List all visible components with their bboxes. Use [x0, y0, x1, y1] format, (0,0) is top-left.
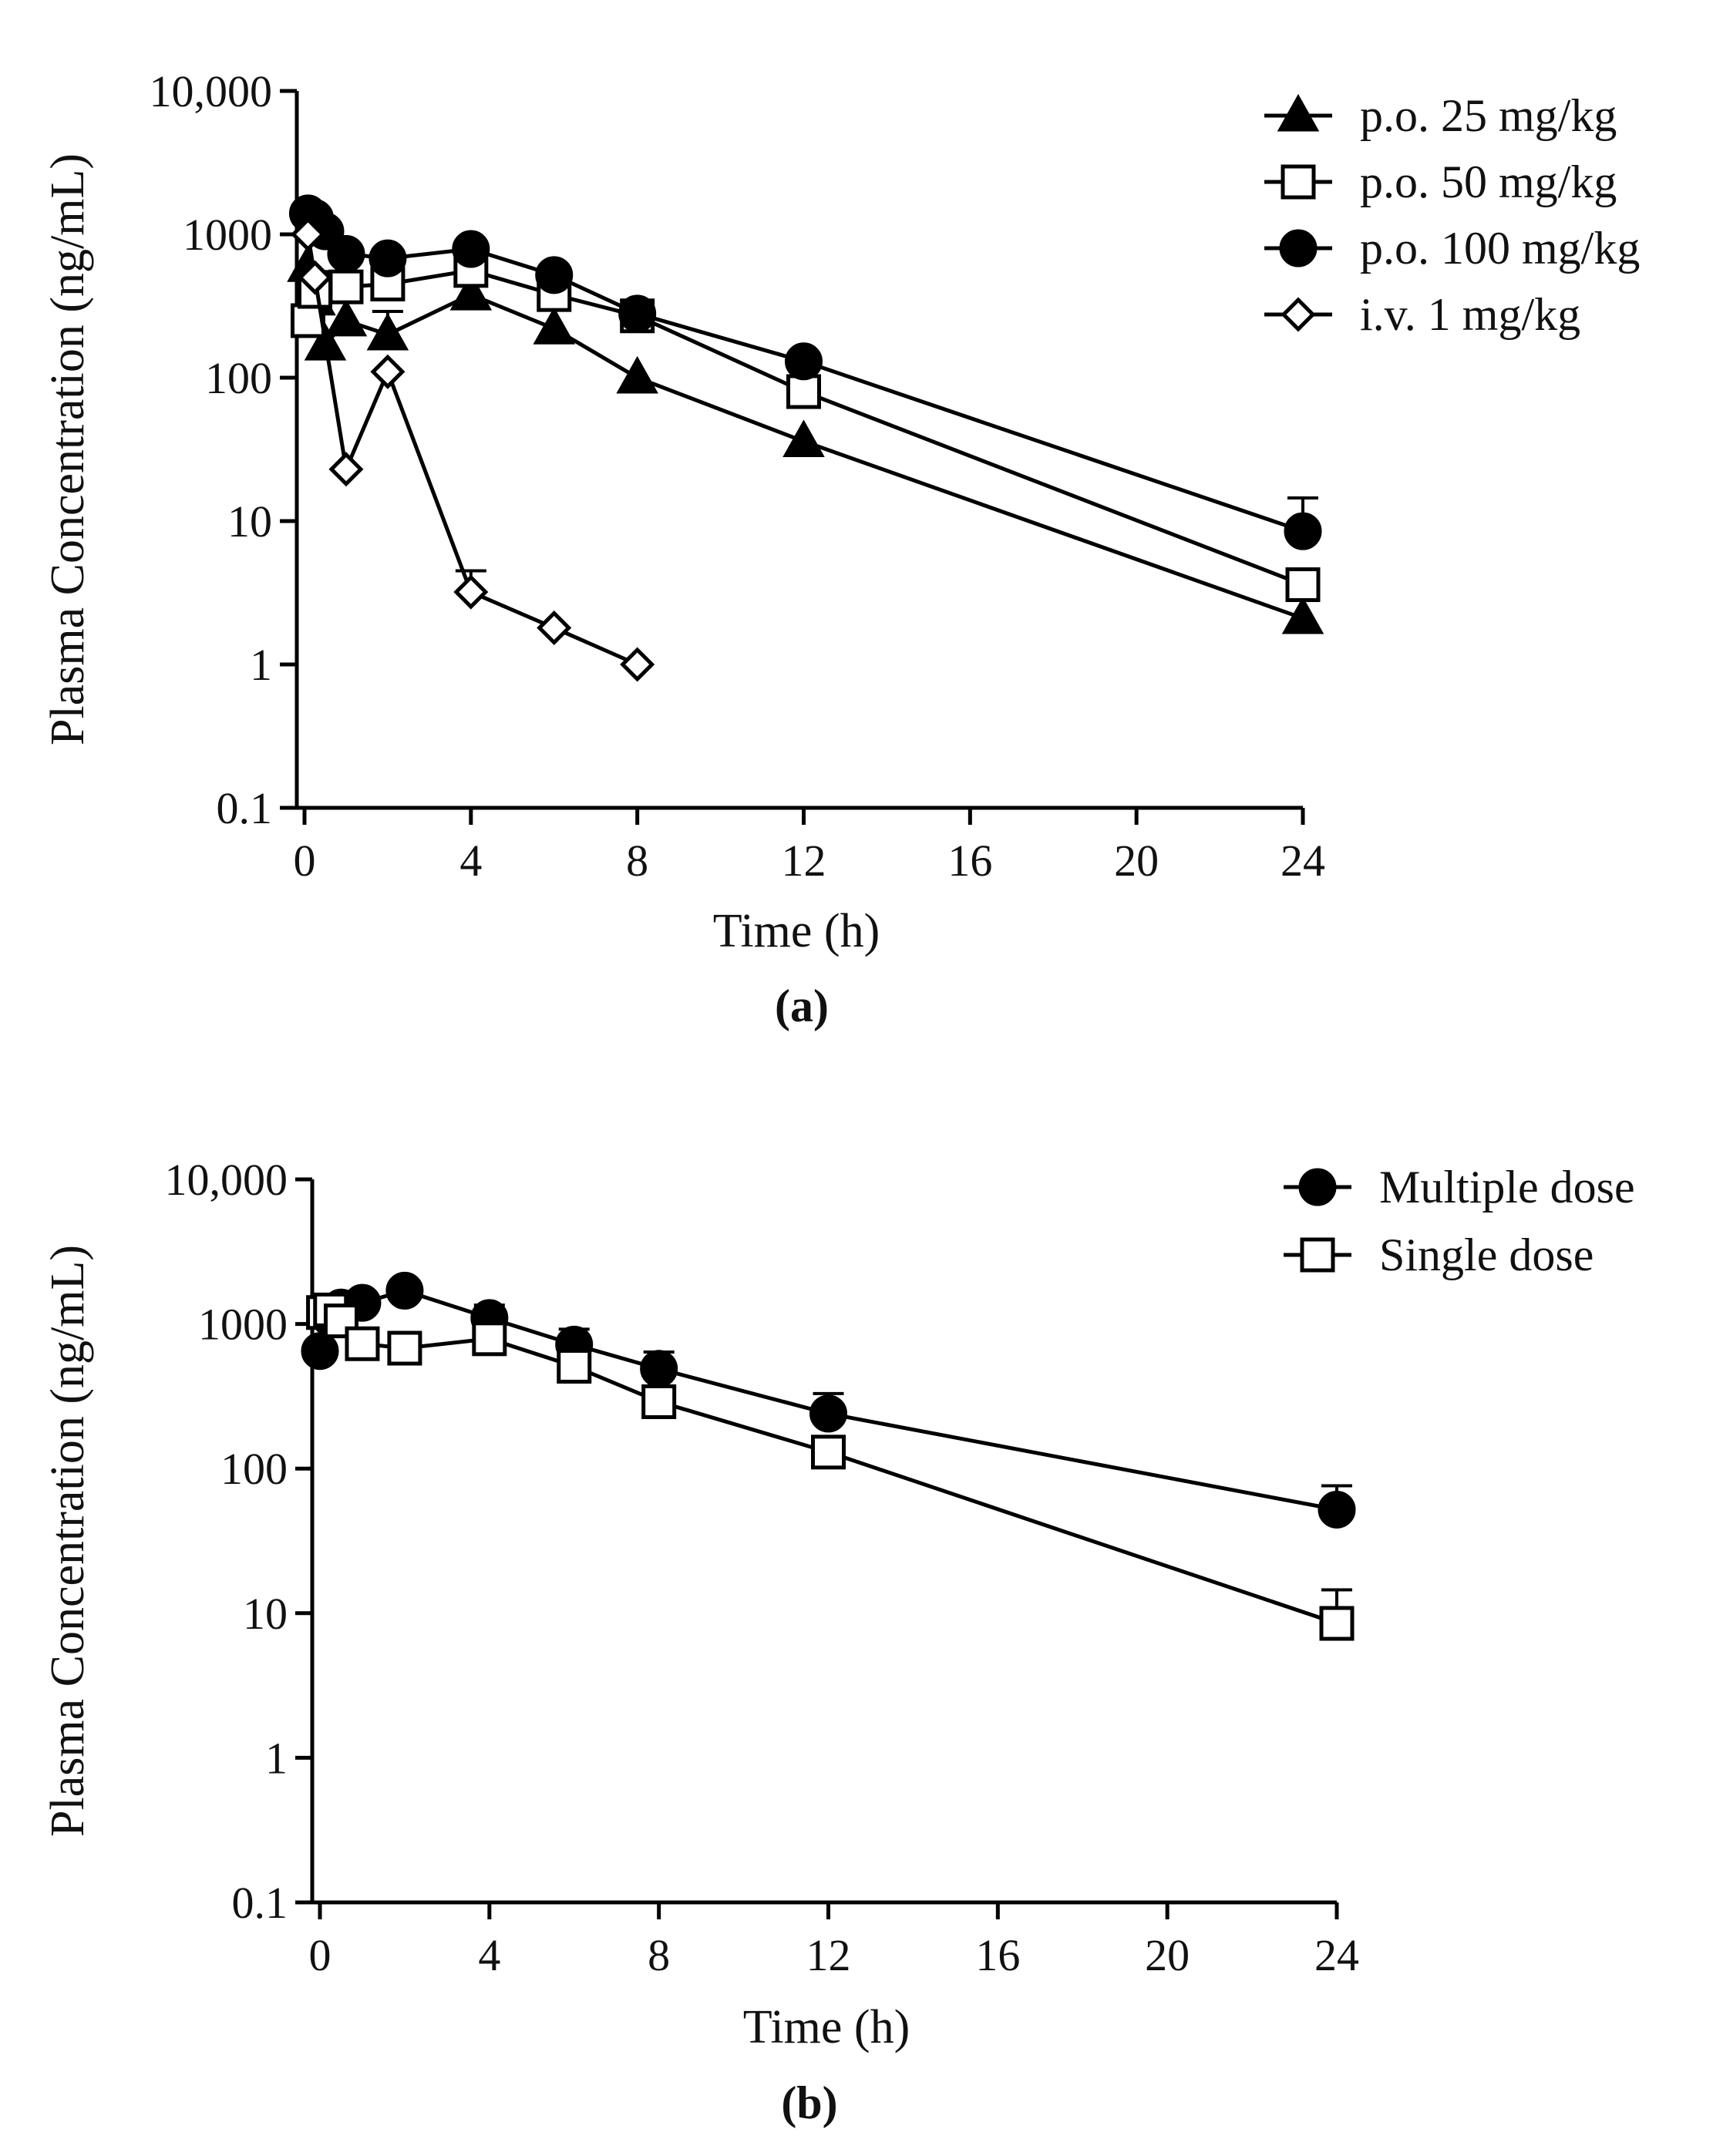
y-tick-label: 10,000: [150, 66, 273, 116]
series-single-dose: [306, 1292, 1355, 1641]
data-point: [452, 230, 490, 268]
data-point: [1284, 512, 1322, 550]
y-tick-label: 10,000: [165, 1155, 288, 1205]
data-point: [385, 1271, 424, 1310]
data-point: [786, 374, 821, 409]
legend: p.o. 25 mg/kg p.o. 50 mg/kg p.o. 100 mg/kg…: [1264, 90, 1640, 340]
y-axis-title: Plasma Concentration (ng/mL): [42, 1245, 94, 1837]
legend-label: i.v. 1 mg/kg: [1360, 289, 1580, 340]
chart-panel-b: 0.1 1 10 100 1000 10,000 0 4 8 12 16 20 24 Time (h) Pl…: [42, 1155, 1635, 2128]
data-point: [785, 342, 823, 381]
x-tick-label: 4: [478, 1930, 500, 1980]
legend-marker: [1298, 1168, 1337, 1206]
data-point: [323, 1303, 358, 1339]
legend-marker: [1279, 229, 1318, 267]
legend-label: Single dose: [1379, 1229, 1594, 1280]
data-point: [370, 354, 406, 389]
data-point: [616, 355, 658, 394]
data-point: [1319, 1606, 1355, 1641]
data-point: [327, 234, 365, 273]
data-point: [811, 1435, 846, 1470]
series-multiple-dose: [301, 1271, 1356, 1529]
legend: Multiple dose Single dose: [1284, 1162, 1635, 1280]
legend-marker: [1277, 93, 1320, 132]
data-point: [328, 269, 364, 304]
legend-marker: [1281, 297, 1316, 332]
data-point: [809, 1394, 847, 1433]
x-tick-label: 24: [1314, 1930, 1359, 1980]
chart-panel-a: 0.1 1 10 100 1000 10,000 0 4 8 12 16 20 24 Time (h) Pl…: [42, 66, 1640, 1031]
y-tick-label: 10: [227, 496, 272, 547]
y-axis-title: Plasma Concentration (ng/mL): [42, 153, 94, 745]
x-tick-label: 16: [975, 1930, 1020, 1980]
data-point: [290, 217, 326, 252]
x-tick-label: 12: [782, 836, 826, 886]
legend-label: p.o. 25 mg/kg: [1360, 90, 1617, 141]
series-p-o-50-mg-kg: [290, 239, 1321, 603]
data-point: [1318, 1490, 1356, 1529]
x-tick-label: 20: [1114, 836, 1159, 886]
series-i-v-1-mg-kg: [290, 217, 655, 682]
legend-marker: [1281, 164, 1316, 200]
x-tick-label: 0: [309, 1930, 331, 1980]
data-point: [537, 610, 572, 646]
x-tick-label: 12: [806, 1930, 851, 1980]
data-point: [640, 1350, 678, 1388]
y-tick-label: 0.1: [232, 1878, 288, 1928]
data-point: [557, 1348, 592, 1384]
y-tick-label: 1: [250, 640, 272, 690]
data-point: [328, 452, 364, 487]
x-tick-label: 0: [294, 836, 316, 886]
y-tick-label: 10: [243, 1589, 288, 1639]
x-tick-label: 24: [1281, 836, 1325, 886]
panel-label: (b): [781, 2077, 837, 2128]
data-point: [369, 239, 407, 277]
y-tick-label: 100: [205, 353, 272, 403]
x-tick-label: 4: [459, 836, 482, 886]
data-point: [535, 256, 574, 294]
data-point: [345, 1326, 380, 1361]
legend-marker: [1300, 1237, 1335, 1273]
data-point: [449, 273, 493, 311]
data-point: [1285, 567, 1321, 603]
x-tick-label: 16: [947, 836, 992, 886]
x-tick-label: 20: [1145, 1930, 1190, 1980]
data-point: [1281, 596, 1324, 634]
legend-label: p.o. 50 mg/kg: [1360, 156, 1617, 207]
x-axis-title: Time (h): [743, 2001, 910, 2053]
data-point: [641, 1384, 677, 1419]
x-tick-label: 8: [626, 836, 648, 886]
x-tick-label: 8: [648, 1930, 670, 1980]
data-point: [325, 298, 368, 337]
y-tick-label: 0.1: [217, 783, 273, 833]
data-point: [618, 294, 657, 333]
y-tick-label: 100: [220, 1444, 288, 1494]
y-tick-label: 1: [265, 1733, 288, 1783]
y-tick-label: 1000: [183, 210, 272, 260]
x-axis-title: Time (h): [713, 905, 880, 957]
data-point: [782, 419, 825, 457]
series-p-o-100-mg-kg: [288, 194, 1322, 550]
data-point: [297, 260, 333, 295]
data-point: [301, 1332, 339, 1371]
data-point: [533, 307, 576, 345]
data-point: [472, 1321, 507, 1357]
data-point: [387, 1330, 422, 1366]
legend-label: p.o. 100 mg/kg: [1360, 223, 1640, 274]
data-point: [620, 647, 655, 682]
data-point: [453, 574, 489, 610]
y-tick-label: 1000: [198, 1300, 288, 1350]
series-p-o-25-mg-kg: [287, 244, 1324, 634]
legend-label: Multiple dose: [1379, 1162, 1635, 1213]
panel-label: (a): [775, 980, 829, 1031]
data-point: [366, 312, 409, 351]
